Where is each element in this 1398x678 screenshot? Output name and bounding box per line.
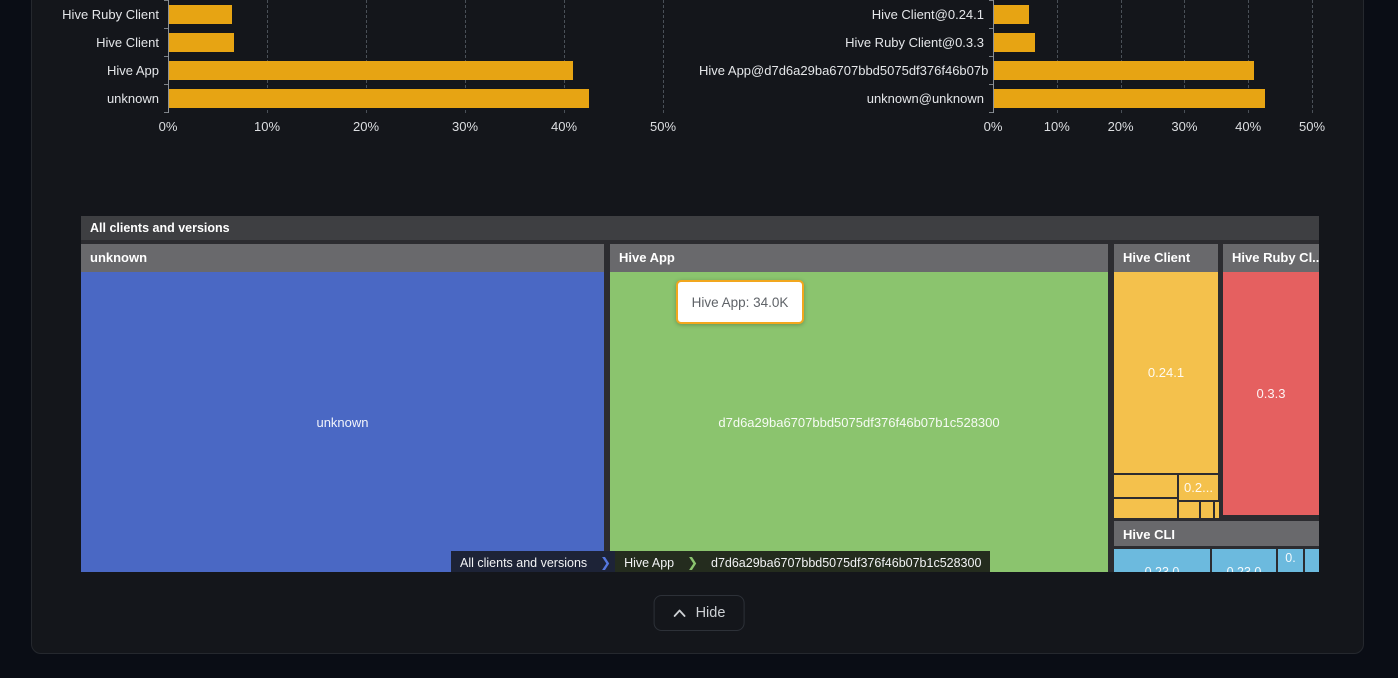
treemap-cell[interactable]: 0.23.0 (1114, 549, 1210, 572)
breadcrumb-chevron-icon: ❯ (596, 551, 616, 572)
breadcrumb-chevron-icon: ❯ (683, 551, 702, 572)
y-axis-tick (164, 56, 168, 57)
bar[interactable] (994, 89, 1265, 108)
treemap-section-header-hive-ruby-client[interactable]: Hive Ruby Cl... (1223, 244, 1319, 272)
treemap-cell[interactable]: unknown (81, 272, 604, 572)
treemap-cell[interactable] (1179, 502, 1199, 518)
breadcrumb: All clients and versions ❯ Hive App ❯ d7d6a2… (451, 551, 991, 572)
x-tick-label: 20% (352, 119, 380, 134)
gridline (465, 0, 466, 113)
gridline (564, 0, 565, 113)
y-axis-tick (164, 112, 168, 113)
y-axis-tick (989, 28, 993, 29)
treemap-cell[interactable] (1114, 475, 1177, 497)
y-axis-tick (989, 84, 993, 85)
treemap-clients-versions: All clients and versions unknown unknown H… (81, 216, 1319, 572)
treemap-cell[interactable]: 0.3.3 (1223, 272, 1319, 515)
category-label: Hive App@d7d6a29ba6707bbd5075df376f46b07… (699, 63, 989, 78)
x-tick-label: 20% (1107, 119, 1134, 134)
treemap-section-header-hive-client[interactable]: Hive Client (1114, 244, 1218, 272)
treemap-cell-label: 0.23.0 (1226, 565, 1262, 572)
category-label: Hive Ruby Client (62, 7, 159, 22)
treemap-section-header-hive-cli[interactable]: Hive CLI (1114, 521, 1319, 546)
treemap-cell-label: 0.2... (1184, 480, 1213, 495)
x-tick-label: 40% (1235, 119, 1262, 134)
treemap-cell-label: 0.24.1 (1147, 365, 1185, 380)
x-tick-label: 10% (1043, 119, 1070, 134)
treemap-cell[interactable]: 0.24.1 (1114, 272, 1218, 473)
treemap-cell-label: unknown (316, 414, 369, 430)
gridline (1312, 0, 1313, 113)
y-axis-tick (164, 84, 168, 85)
x-tick-label: 30% (451, 119, 479, 134)
bar[interactable] (169, 5, 233, 24)
bar[interactable] (994, 33, 1035, 52)
breadcrumb-item[interactable]: d7d6a29ba6707bbd5075df376f46b07b1c528300 (702, 551, 991, 572)
y-axis-tick (989, 0, 993, 1)
y-axis-tick (164, 0, 168, 1)
gridline (1248, 0, 1250, 113)
breadcrumb-item[interactable]: Hive App (615, 551, 684, 572)
bar[interactable] (169, 89, 589, 108)
y-axis-tick (989, 112, 993, 113)
bar-chart-client-versions: 0% 10% 20% 30% 40% 50% Hive Client@0.24.1 Hive … (699, 0, 1359, 140)
gridline (1120, 0, 1122, 113)
y-axis-line (993, 0, 994, 113)
chevron-up-icon (673, 607, 687, 619)
treemap-section-header-hive-app[interactable]: Hive App (610, 244, 1108, 272)
bar[interactable] (169, 61, 573, 80)
x-tick-label: 40% (550, 119, 578, 134)
treemap-cell-label: 0. (1285, 551, 1296, 565)
treemap-tooltip: Hive App: 34.0K (676, 280, 804, 324)
x-tick-label: 30% (1171, 119, 1198, 134)
treemap-cell[interactable]: 0.23.0 (1212, 549, 1276, 572)
treemap-section-header-unknown[interactable]: unknown (81, 244, 604, 272)
treemap-cell[interactable] (1305, 549, 1319, 572)
bar[interactable] (994, 5, 1030, 24)
gridline (267, 0, 268, 113)
x-tick-label: 0% (983, 119, 1003, 134)
treemap-cell[interactable]: 0.2... (1179, 475, 1218, 500)
category-label: Hive Client (96, 35, 159, 50)
category-label: unknown@unknown (866, 91, 984, 106)
category-label: Hive App (106, 63, 159, 78)
treemap-root-header[interactable]: All clients and versions (81, 216, 1319, 240)
gridline (366, 0, 367, 113)
category-label: unknown (106, 91, 159, 106)
gridline (1056, 0, 1058, 113)
gridline (663, 0, 664, 113)
gridline (1184, 0, 1186, 113)
y-axis-tick (164, 28, 168, 29)
hide-button-label: Hide (695, 605, 726, 621)
treemap-cell-label: 0.23.0 (1144, 565, 1180, 572)
x-tick-label: 10% (253, 119, 281, 134)
breadcrumb-item[interactable]: All clients and versions (451, 551, 597, 572)
x-tick-label: 50% (1298, 119, 1326, 134)
treemap-cell-label: 0.3.3 (1256, 386, 1286, 401)
category-label: Hive Ruby Client@0.3.3 (845, 35, 984, 50)
y-axis-line (168, 0, 169, 113)
hide-button[interactable]: Hide (653, 595, 745, 631)
treemap-cell[interactable]: 0. (1278, 549, 1303, 572)
treemap-cell[interactable]: d7d6a29ba6707bbd5075df376f46b07b1c528300 (610, 272, 1108, 572)
bar[interactable] (169, 33, 235, 52)
bar-chart-clients: 0% 10% 20% 30% 40% 50% Hive Ruby Client Hive Cl… (0, 0, 699, 140)
treemap-cell[interactable] (1215, 502, 1219, 518)
x-tick-label: 50% (649, 119, 677, 134)
treemap-cell[interactable] (1201, 502, 1213, 518)
x-tick-label: 0% (158, 119, 178, 134)
treemap-cell[interactable] (1114, 499, 1177, 518)
category-label: Hive Client@0.24.1 (871, 7, 984, 22)
treemap-cell-label: d7d6a29ba6707bbd5075df376f46b07b1c528300 (718, 414, 1000, 430)
bar[interactable] (994, 61, 1254, 80)
y-axis-tick (989, 56, 993, 57)
